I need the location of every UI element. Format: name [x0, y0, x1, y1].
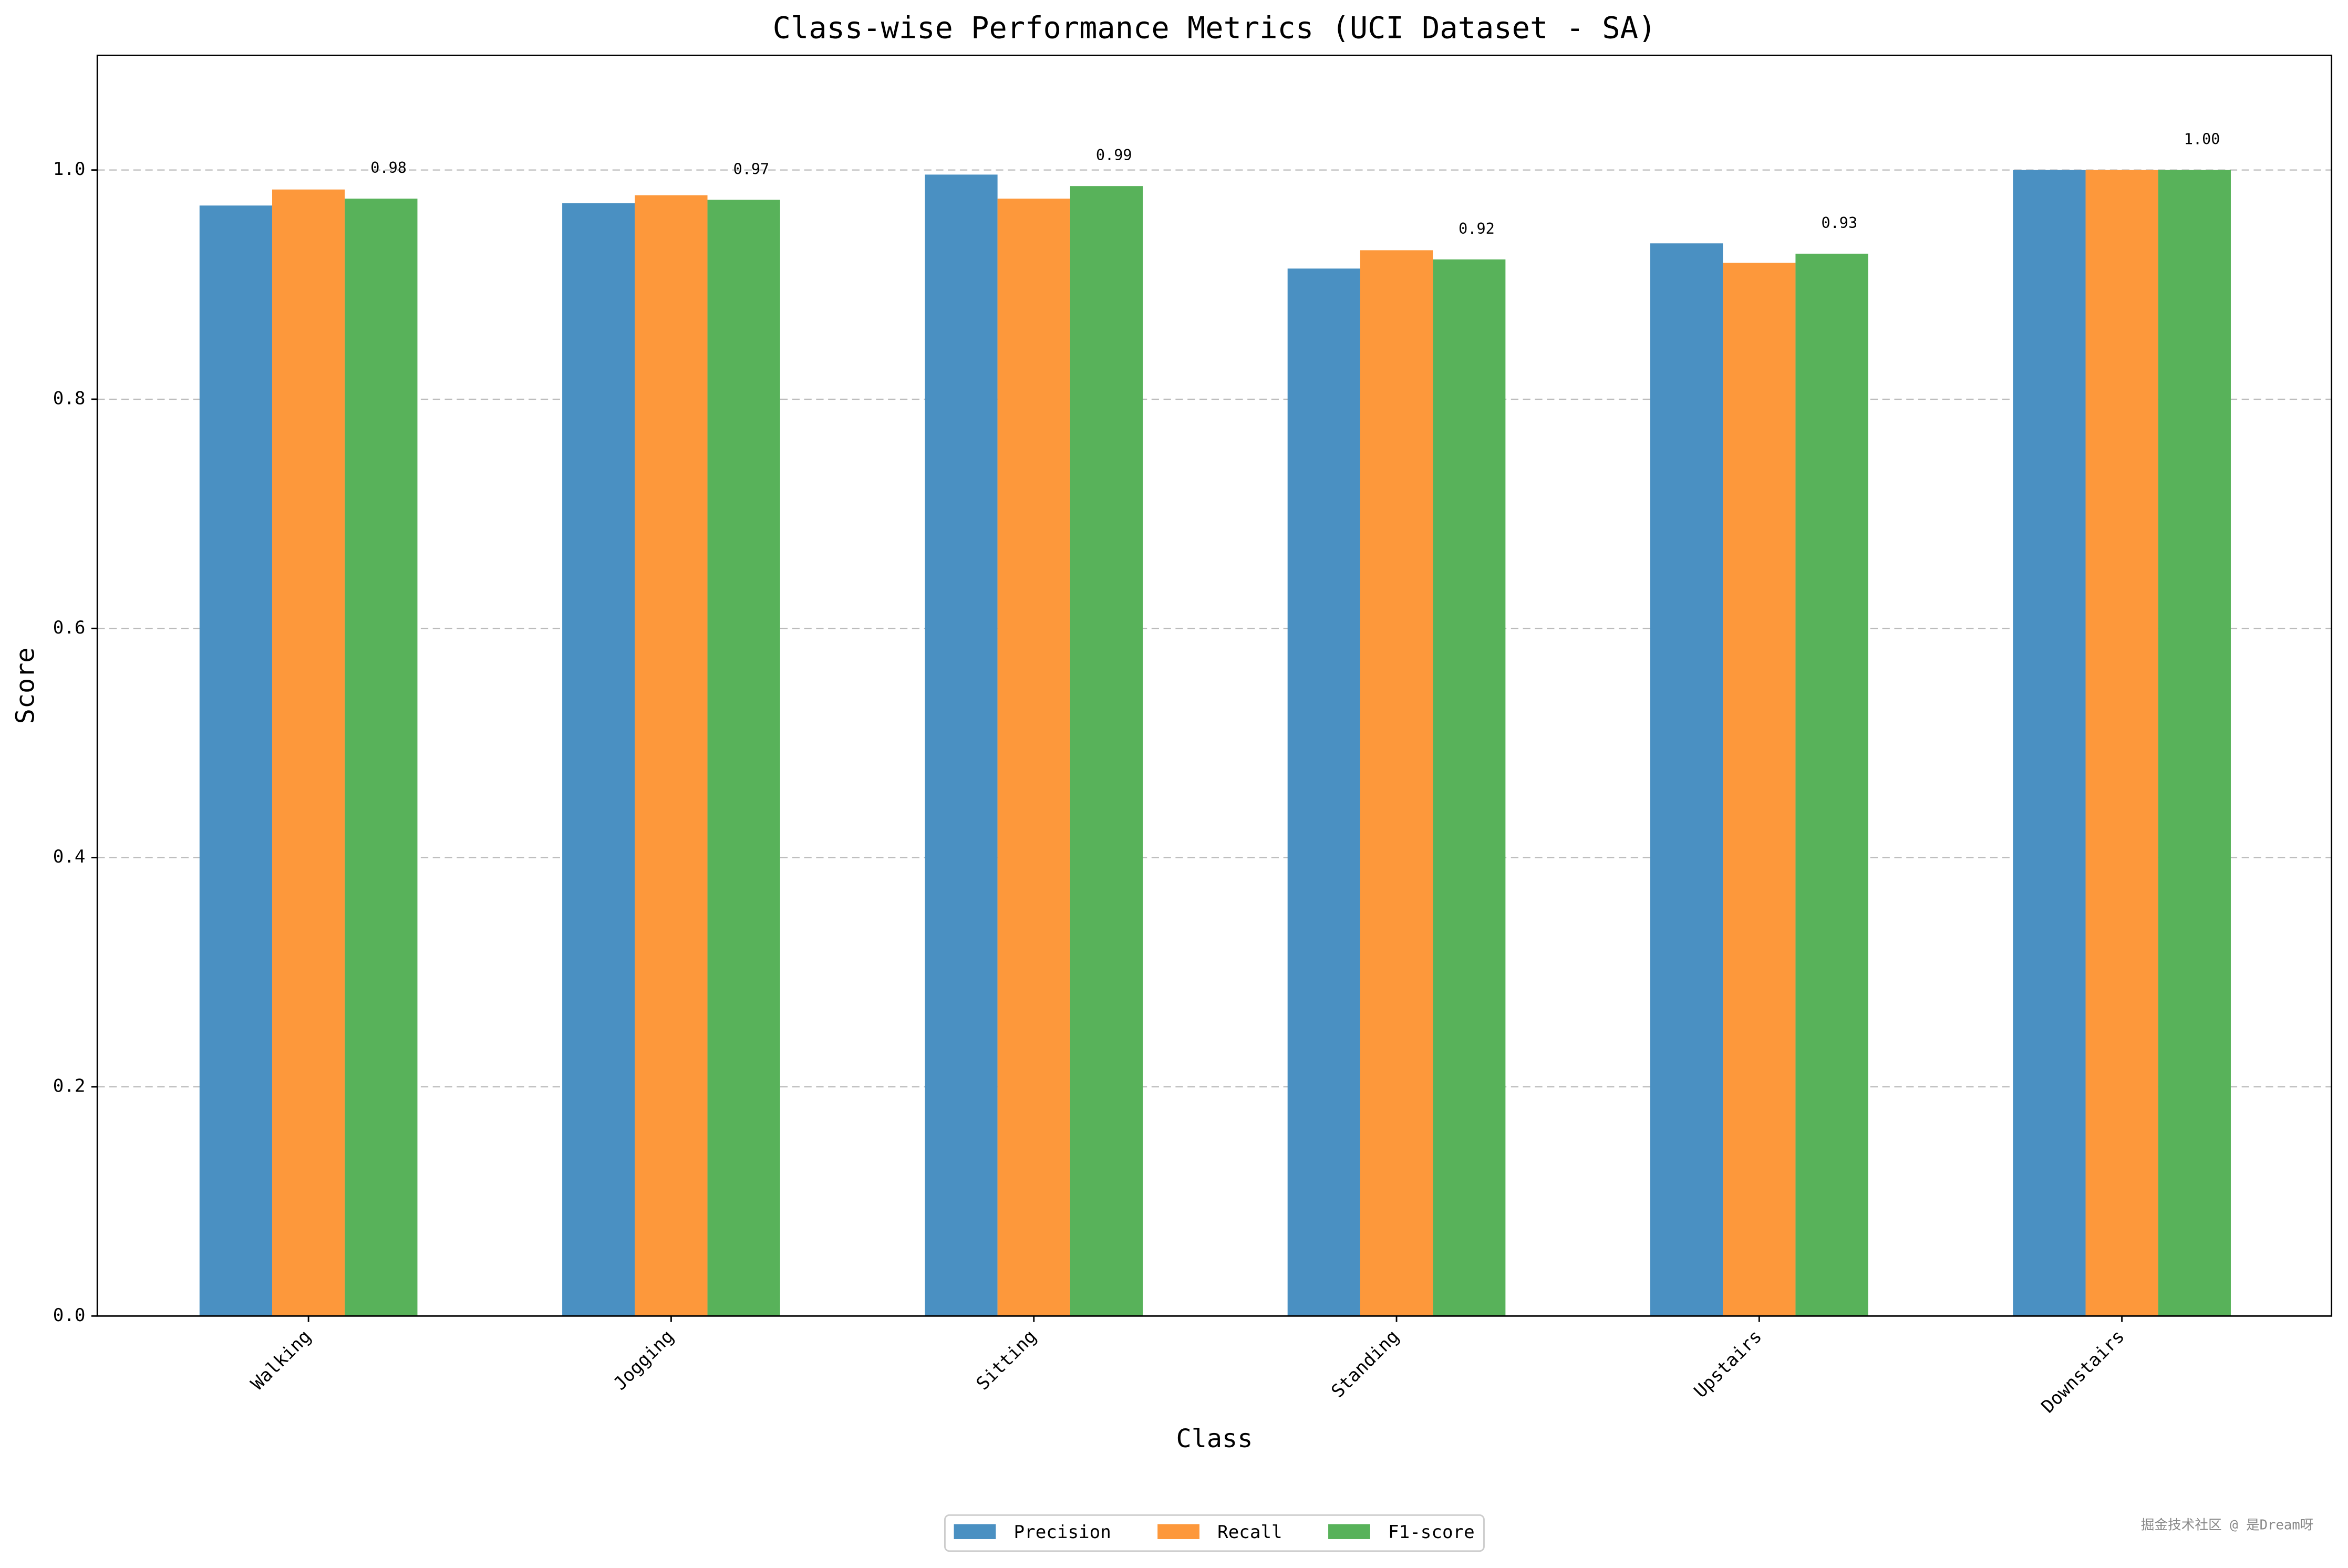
value-label: 0.99 — [1096, 147, 1132, 164]
y-tick-label: 1.0 — [53, 159, 86, 180]
bar — [2085, 170, 2158, 1316]
y-tick-label: 0.2 — [53, 1075, 86, 1096]
y-tick-label: 0.8 — [53, 388, 86, 409]
value-label: 0.92 — [1459, 220, 1495, 237]
plot-frame — [96, 55, 2333, 1317]
bar — [1360, 250, 1433, 1316]
bar — [2158, 170, 2231, 1316]
y-tick-label: 0.0 — [53, 1305, 86, 1326]
bar — [997, 199, 1070, 1316]
legend-label: Recall — [1217, 1522, 1282, 1543]
bar — [1650, 243, 1723, 1316]
bar — [925, 174, 998, 1316]
legend-label: F1-score — [1388, 1522, 1475, 1543]
bar — [2013, 170, 2086, 1316]
bar — [1795, 253, 1868, 1316]
chart-title: Class-wise Performance Metrics (UCI Data… — [773, 11, 1657, 46]
bar — [1433, 259, 1506, 1316]
y-tick-label: 0.4 — [53, 846, 86, 867]
bar — [562, 203, 635, 1316]
legend-label: Precision — [1014, 1522, 1111, 1543]
bar — [1070, 186, 1143, 1316]
y-axis-label: Score — [11, 647, 40, 724]
legend-swatch — [954, 1524, 996, 1539]
bar — [707, 200, 780, 1316]
legend-swatch — [1328, 1524, 1370, 1539]
bar — [635, 195, 708, 1316]
bar — [199, 205, 273, 1316]
bar — [1287, 268, 1360, 1316]
bar — [345, 199, 418, 1316]
value-label: 0.98 — [370, 159, 407, 176]
value-label: 1.00 — [2184, 131, 2220, 148]
watermark: 掘金技术社区 @ 是Dream呀 — [2141, 1517, 2314, 1533]
value-label: 0.97 — [733, 160, 770, 178]
y-tick-label: 0.6 — [53, 617, 86, 638]
bar — [1723, 263, 1796, 1316]
bar — [272, 189, 345, 1316]
legend-swatch — [1157, 1524, 1199, 1539]
x-axis-label: Class — [1176, 1424, 1253, 1453]
value-label: 0.93 — [1821, 214, 1857, 232]
